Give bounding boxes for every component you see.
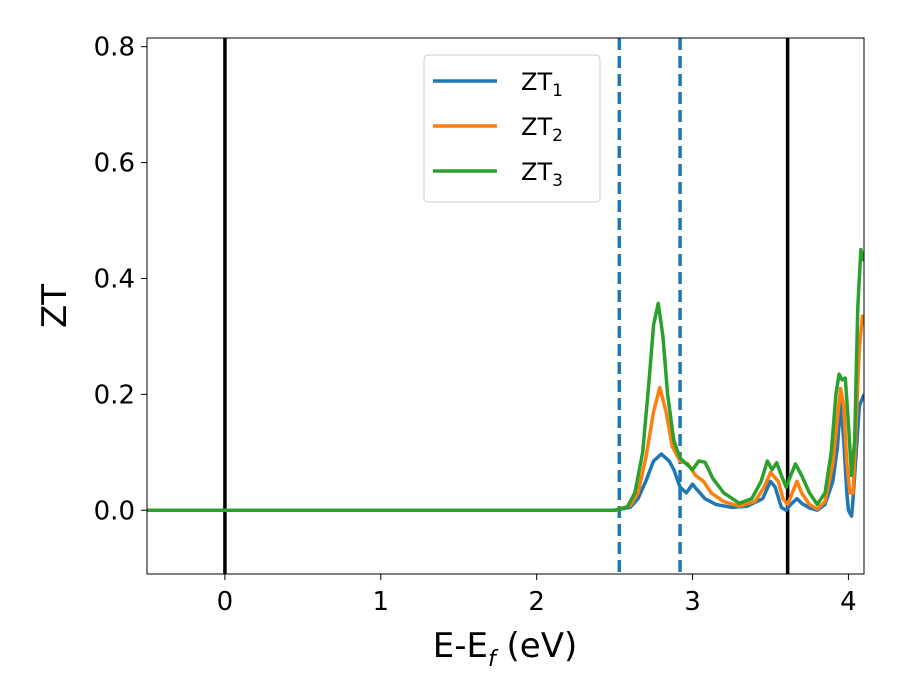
legend: ZT1 ZT2 ZT3 (423, 54, 601, 203)
series-line-zt2 (147, 314, 864, 513)
x-tick-label: 4 (840, 587, 857, 617)
y-axis-title: ZT (35, 284, 75, 328)
y-tick-label: 0.0 (94, 496, 135, 526)
x-axis: 0 1 2 3 4 (217, 574, 857, 617)
legend-box (423, 54, 601, 203)
x-tick-label: 3 (684, 587, 701, 617)
series-line-zt3 (147, 247, 864, 513)
legend-label-zt1: ZT1 (521, 68, 563, 101)
x-axis-title: E-Ef (eV) (433, 626, 578, 672)
x-tick-label: 2 (528, 587, 545, 617)
y-tick-label: 0.4 (94, 264, 135, 294)
series-line-zt1 (147, 393, 864, 518)
plot-frame (146, 37, 865, 575)
y-axis: 0.0 0.2 0.4 0.6 0.8 (94, 33, 147, 526)
legend-label-zt3: ZT3 (521, 158, 563, 191)
x-tick-label: 1 (373, 587, 390, 617)
legend-label-zt2: ZT2 (521, 113, 563, 146)
y-tick-label: 0.6 (94, 149, 135, 179)
y-tick-label: 0.2 (94, 380, 135, 410)
series-layer (147, 247, 864, 518)
y-tick-label: 0.8 (94, 33, 135, 63)
x-tick-label: 0 (217, 587, 234, 617)
